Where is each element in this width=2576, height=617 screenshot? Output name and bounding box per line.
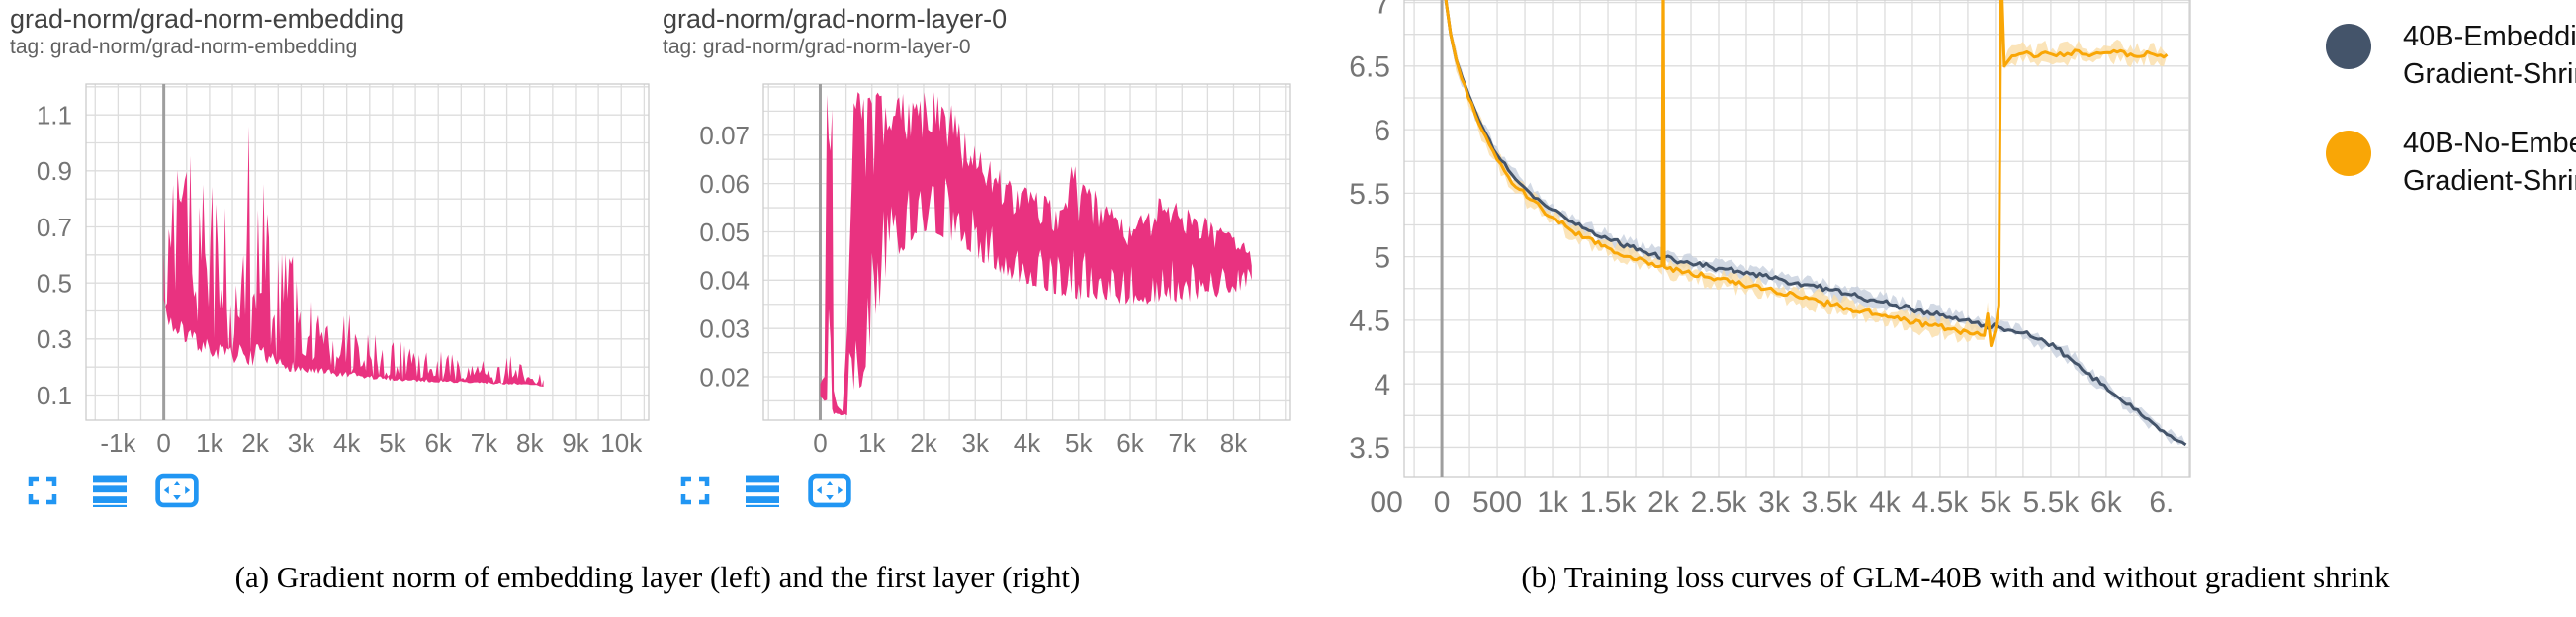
- svg-text:4: 4: [1374, 369, 1390, 401]
- svg-text:4.5k: 4.5k: [1912, 486, 1970, 519]
- runs-icon: [90, 474, 130, 510]
- svg-text:7k: 7k: [471, 428, 498, 458]
- svg-text:3.5k: 3.5k: [1802, 486, 1859, 519]
- svg-text:7k: 7k: [1169, 428, 1197, 458]
- svg-text:0.04: 0.04: [699, 266, 750, 296]
- chart-title: grad-norm/grad-norm-layer-0: [663, 4, 1008, 34]
- fullscreen-icon: [677, 475, 713, 509]
- svg-text:5.5: 5.5: [1349, 178, 1390, 211]
- svg-text:2k: 2k: [241, 428, 269, 458]
- legend-label-line: 40B-Embedding-: [2403, 21, 2576, 52]
- svg-text:6.: 6.: [2149, 486, 2174, 519]
- svg-text:9k: 9k: [562, 428, 589, 458]
- svg-text:0.06: 0.06: [699, 169, 750, 199]
- legend: 40B-Embedding- Gradient-Shrink-0.1 40B-N…: [2326, 18, 2576, 231]
- legend-label-line: 40B-No-Embedding-: [2403, 128, 2576, 159]
- legend-item: 40B-No-Embedding- Gradient-Shrink: [2326, 125, 2576, 200]
- svg-text:0.07: 0.07: [699, 121, 750, 150]
- svg-text:0.05: 0.05: [699, 218, 750, 247]
- svg-text:3k: 3k: [288, 428, 315, 458]
- fit-data-button[interactable]: [155, 471, 199, 512]
- svg-text:6k: 6k: [2090, 486, 2123, 519]
- svg-text:1.5k: 1.5k: [1580, 486, 1638, 519]
- orange-dot-icon: [2326, 131, 2371, 176]
- runs-selector-button[interactable]: [89, 471, 131, 512]
- svg-text:6k: 6k: [1116, 428, 1144, 458]
- svg-text:0.1: 0.1: [37, 381, 72, 410]
- fit-data-icon: [808, 473, 851, 511]
- chart-title: grad-norm/grad-norm-embedding: [10, 4, 405, 34]
- svg-text:1k: 1k: [1537, 486, 1569, 519]
- svg-text:2.5k: 2.5k: [1691, 486, 1748, 519]
- svg-text:0: 0: [813, 428, 827, 458]
- grad-norm-layer-0-chart[interactable]: 0 1k 2k 3k 4k 5k 6k 7k 8k 0.02 0.03 0.04 0.05 0.06 0.0…: [653, 59, 1325, 475]
- svg-text:-1k: -1k: [100, 428, 136, 458]
- svg-text:0: 0: [1434, 486, 1451, 519]
- svg-text:4k: 4k: [333, 428, 361, 458]
- svg-text:0.03: 0.03: [699, 314, 750, 344]
- svg-text:6k: 6k: [424, 428, 452, 458]
- svg-text:8k: 8k: [1220, 428, 1248, 458]
- svg-text:8k: 8k: [516, 428, 544, 458]
- legend-label: 40B-No-Embedding- Gradient-Shrink: [2403, 125, 2576, 200]
- svg-text:5.5k: 5.5k: [2023, 486, 2081, 519]
- legend-item: 40B-Embedding- Gradient-Shrink-0.1: [2326, 18, 2576, 93]
- svg-text:5k: 5k: [1065, 428, 1093, 458]
- chart-tag: tag: grad-norm/grad-norm-layer-0: [663, 36, 971, 58]
- fullscreen-button[interactable]: [22, 471, 63, 512]
- chart-tag: tag: grad-norm/grad-norm-embedding: [10, 36, 358, 58]
- svg-text:2k: 2k: [910, 428, 937, 458]
- svg-text:0: 0: [156, 428, 170, 458]
- svg-text:3k: 3k: [962, 428, 990, 458]
- svg-text:0.7: 0.7: [37, 213, 72, 242]
- legend-label: 40B-Embedding- Gradient-Shrink-0.1: [2403, 18, 2576, 93]
- svg-text:5k: 5k: [379, 428, 406, 458]
- svg-text:0.9: 0.9: [37, 156, 72, 186]
- tensorboard-card-grad-norm-layer-0: grad-norm/grad-norm-layer-0 tag: grad-no…: [653, 0, 1325, 524]
- svg-text:4k: 4k: [1869, 486, 1902, 519]
- navy-dot-icon: [2326, 24, 2371, 69]
- svg-text:0.02: 0.02: [699, 362, 750, 392]
- runs-icon: [743, 474, 782, 510]
- svg-text:0.5: 0.5: [37, 269, 72, 299]
- tensorboard-card-grad-norm-embedding: grad-norm/grad-norm-embedding tag: grad-…: [0, 0, 653, 524]
- training-loss-chart[interactable]: 00 0 500 1k 1.5k 2k 2.5k 3k 3.5k 4k 4.5k 5k 5.5k 6k 6.…: [1325, 0, 2255, 524]
- caption-a: (a) Gradient norm of embedding layer (le…: [234, 560, 1081, 594]
- svg-text:1.1: 1.1: [37, 101, 72, 131]
- legend-label-line: Gradient-Shrink: [2403, 165, 2576, 197]
- caption-b: (b) Training loss curves of GLM-40B with…: [1521, 560, 2390, 594]
- fit-data-button[interactable]: [808, 471, 851, 512]
- runs-selector-button[interactable]: [742, 471, 783, 512]
- svg-text:500: 500: [1472, 486, 1522, 519]
- svg-text:10k: 10k: [600, 428, 643, 458]
- grad-norm-embedding-chart[interactable]: -1k 0 1k 2k 3k 4k 5k 6k 7k 8k 9k 10k 0.1 0.3 0.5 0.7 0.9…: [0, 59, 653, 475]
- chart-toolbar: [22, 471, 199, 512]
- svg-text:4.5: 4.5: [1349, 306, 1390, 338]
- svg-text:6.5: 6.5: [1349, 51, 1390, 84]
- svg-text:3k: 3k: [1758, 486, 1791, 519]
- fullscreen-button[interactable]: [674, 471, 716, 512]
- svg-text:3.5: 3.5: [1349, 432, 1390, 465]
- fit-data-icon: [155, 473, 199, 511]
- svg-text:2k: 2k: [1647, 486, 1680, 519]
- svg-text:1k: 1k: [858, 428, 886, 458]
- svg-text:4k: 4k: [1014, 428, 1041, 458]
- chart-toolbar: [674, 471, 851, 512]
- svg-text:0.3: 0.3: [37, 324, 72, 354]
- svg-text:00: 00: [1370, 486, 1402, 519]
- legend-label-line: Gradient-Shrink-0.1: [2403, 58, 2576, 90]
- svg-text:1k: 1k: [196, 428, 223, 458]
- svg-text:6: 6: [1374, 115, 1390, 147]
- svg-text:5: 5: [1374, 241, 1390, 274]
- fullscreen-icon: [25, 475, 60, 509]
- svg-text:5k: 5k: [1980, 486, 2012, 519]
- svg-text:7: 7: [1374, 0, 1390, 20]
